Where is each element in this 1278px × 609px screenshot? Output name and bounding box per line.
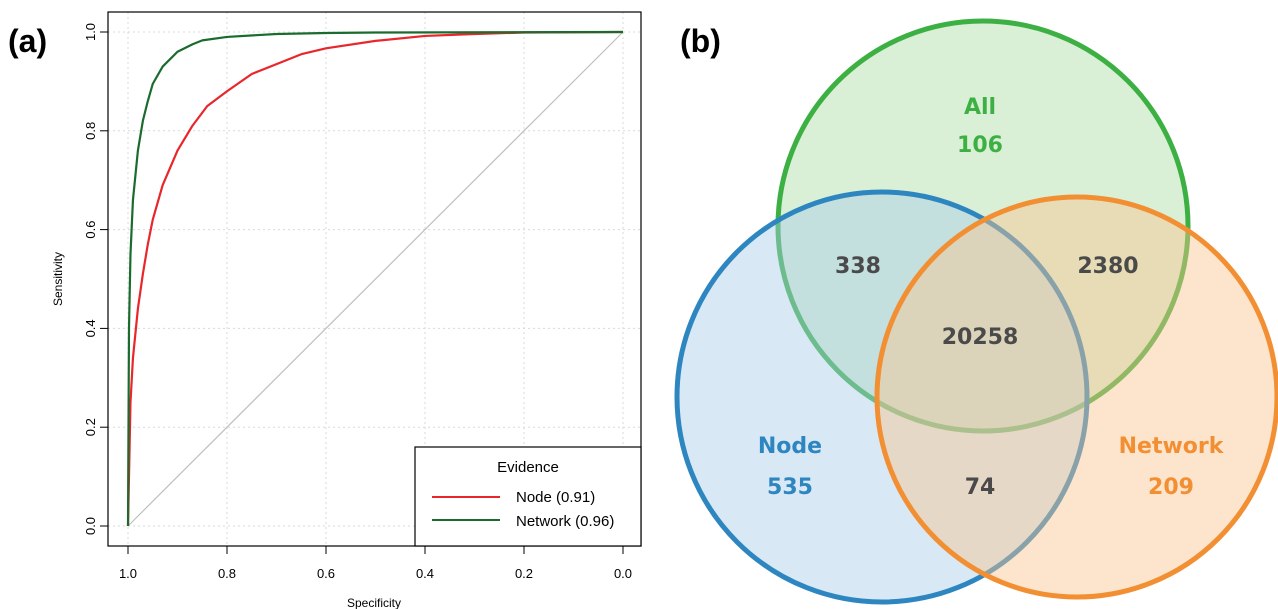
venn-set-label-all: All <box>964 95 996 120</box>
legend-title: Evidence <box>497 459 559 476</box>
roc-x-tick-label: 0.6 <box>317 566 335 581</box>
roc-series-line-network <box>126 30 624 527</box>
roc-legend: Evidence Node (0.91) Network (0.96) <box>414 446 642 547</box>
roc-reference-line <box>127 31 624 527</box>
venn-set-count-all: 106 <box>957 133 1003 158</box>
venn-labels: All 106 Node 535 Network 209 338 2380 20… <box>758 95 1225 500</box>
roc-x-tick-label: 0.0 <box>614 566 632 581</box>
panel-b-label: (b) <box>680 23 721 59</box>
roc-y-tick-label: 0.4 <box>83 319 98 337</box>
venn-circles <box>674 18 1278 605</box>
roc-y-axis: 0.0 0.2 0.4 0.6 0.8 1.0 <box>83 23 108 535</box>
venn-set-count-node: 535 <box>767 475 813 500</box>
roc-x-axis-title: Specificity <box>347 596 401 609</box>
venn-intersection-all-node: 338 <box>835 254 881 279</box>
roc-y-tick-label: 1.0 <box>83 23 98 41</box>
roc-x-tick-label: 1.0 <box>119 566 137 581</box>
legend-entry-node: Node (0.91) <box>516 489 595 506</box>
legend-entry-network: Network (0.96) <box>516 513 614 530</box>
venn-panel: (b) All 106 Node 535 Network 209 338 238… <box>674 18 1278 605</box>
roc-y-tick-label: 0.6 <box>83 221 98 239</box>
venn-set-count-network: 209 <box>1148 475 1194 500</box>
roc-series-line-node <box>126 30 624 527</box>
venn-intersection-node-network: 74 <box>965 475 996 500</box>
roc-x-tick-label: 0.4 <box>416 566 434 581</box>
roc-x-tick-label: 0.2 <box>515 566 533 581</box>
venn-circle-node <box>674 189 1090 605</box>
venn-intersection-all-node-network: 20258 <box>942 325 1019 350</box>
venn-circle-all <box>775 18 1191 434</box>
venn-set-label-node: Node <box>758 434 822 459</box>
roc-y-tick-label: 0.8 <box>83 122 98 140</box>
roc-x-tick-label: 0.8 <box>218 566 236 581</box>
venn-set-label-network: Network <box>1119 434 1225 459</box>
venn-intersection-all-network: 2380 <box>1077 254 1138 279</box>
roc-plot-frame <box>107 11 642 547</box>
roc-y-axis-title: Sensitivity <box>51 252 65 306</box>
roc-panel: (a) 1.0 0.8 0.6 0.4 0.2 0.0 0.00.20.40.60.81.… <box>8 11 642 609</box>
roc-series-layer <box>126 30 624 527</box>
panel-a-label: (a) <box>8 23 47 59</box>
venn-circle-network <box>874 194 1278 600</box>
roc-x-axis: 1.0 0.8 0.6 0.4 0.2 0.0 <box>119 546 632 581</box>
roc-y-tick-label: 0.0 <box>83 517 98 535</box>
roc-y-tick-label: 0.2 <box>83 418 98 436</box>
